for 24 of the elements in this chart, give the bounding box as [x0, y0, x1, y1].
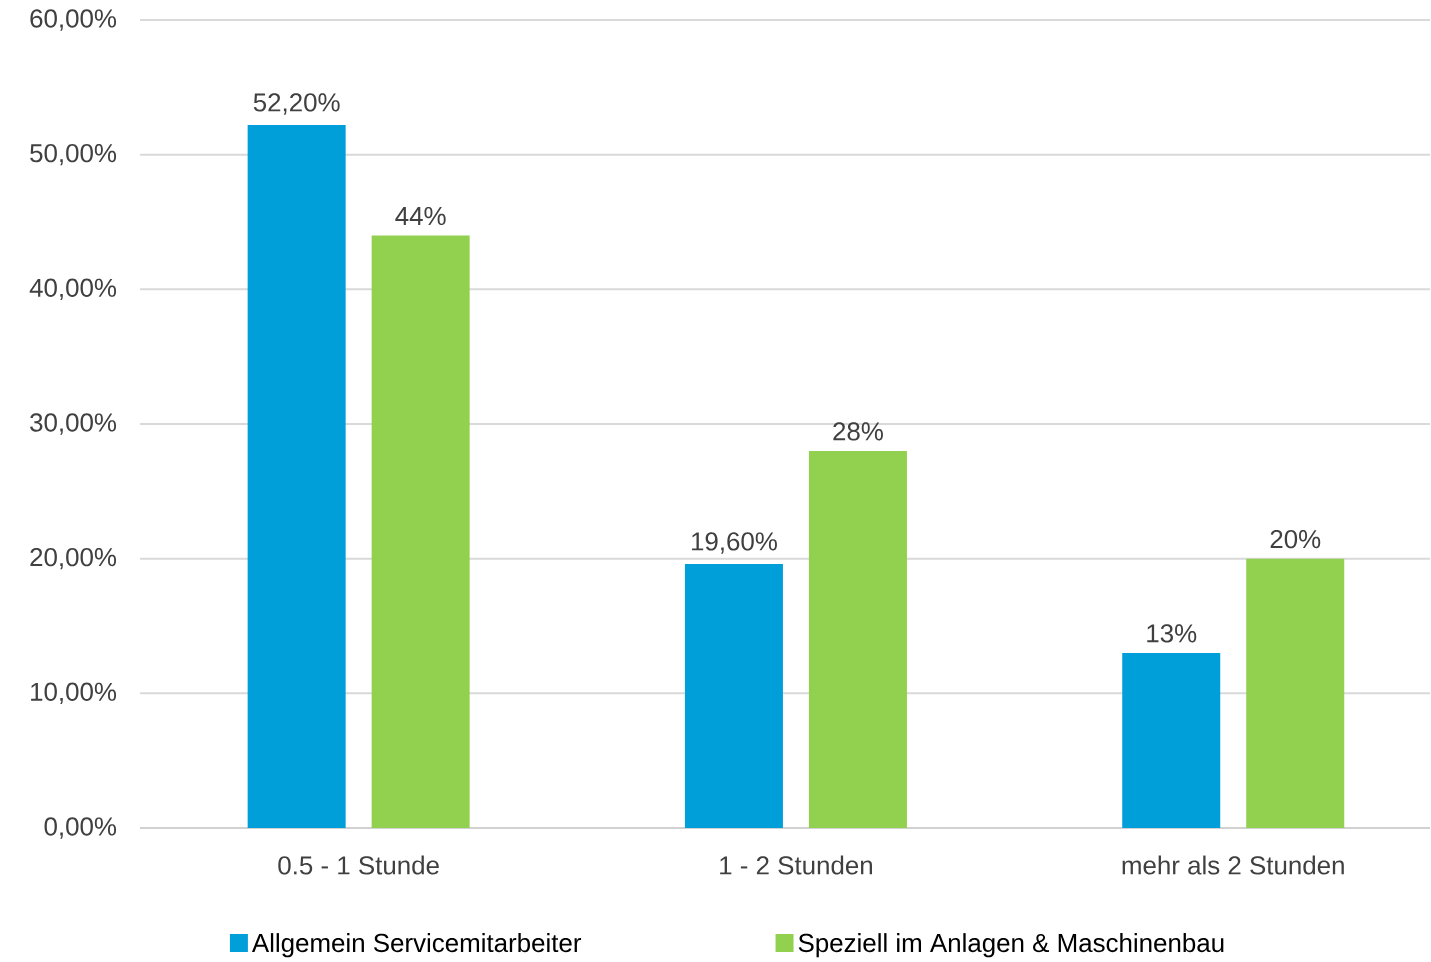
y-tick-label: 20,00%: [30, 547, 117, 570]
data-label: 28%: [833, 422, 883, 441]
y-tick-label: 60,00%: [30, 9, 117, 31]
bar: [684, 564, 783, 828]
data-label: 19,60%: [691, 532, 777, 554]
bar: [808, 450, 907, 828]
data-label: 52,20%: [253, 93, 340, 115]
legend-label: Speziell im Anlagen & Maschinenbau: [798, 933, 1224, 958]
bar: [371, 235, 470, 828]
x-tick-label: 0.5 - 1 Stunde: [278, 855, 439, 875]
bar: [1246, 558, 1345, 828]
data-label: 20%: [1270, 529, 1321, 549]
bar: [247, 125, 346, 828]
x-tick-label: mehr als 2 Stunden: [1122, 855, 1344, 875]
y-tick-label: 30,00%: [30, 413, 117, 435]
legend-label: Allgemein Servicemitarbeiter: [251, 933, 582, 958]
y-tick-label: 0,00%: [44, 817, 117, 839]
y-tick-label: 10,00%: [31, 682, 117, 705]
data-label: 13%: [1147, 624, 1197, 643]
y-tick-label: 50,00%: [30, 143, 117, 166]
y-tick-label: 40,00%: [29, 278, 117, 301]
data-label: 44%: [395, 206, 446, 226]
bar: [1122, 652, 1221, 828]
x-tick-label: 1 - 2 Stunden: [720, 855, 872, 875]
